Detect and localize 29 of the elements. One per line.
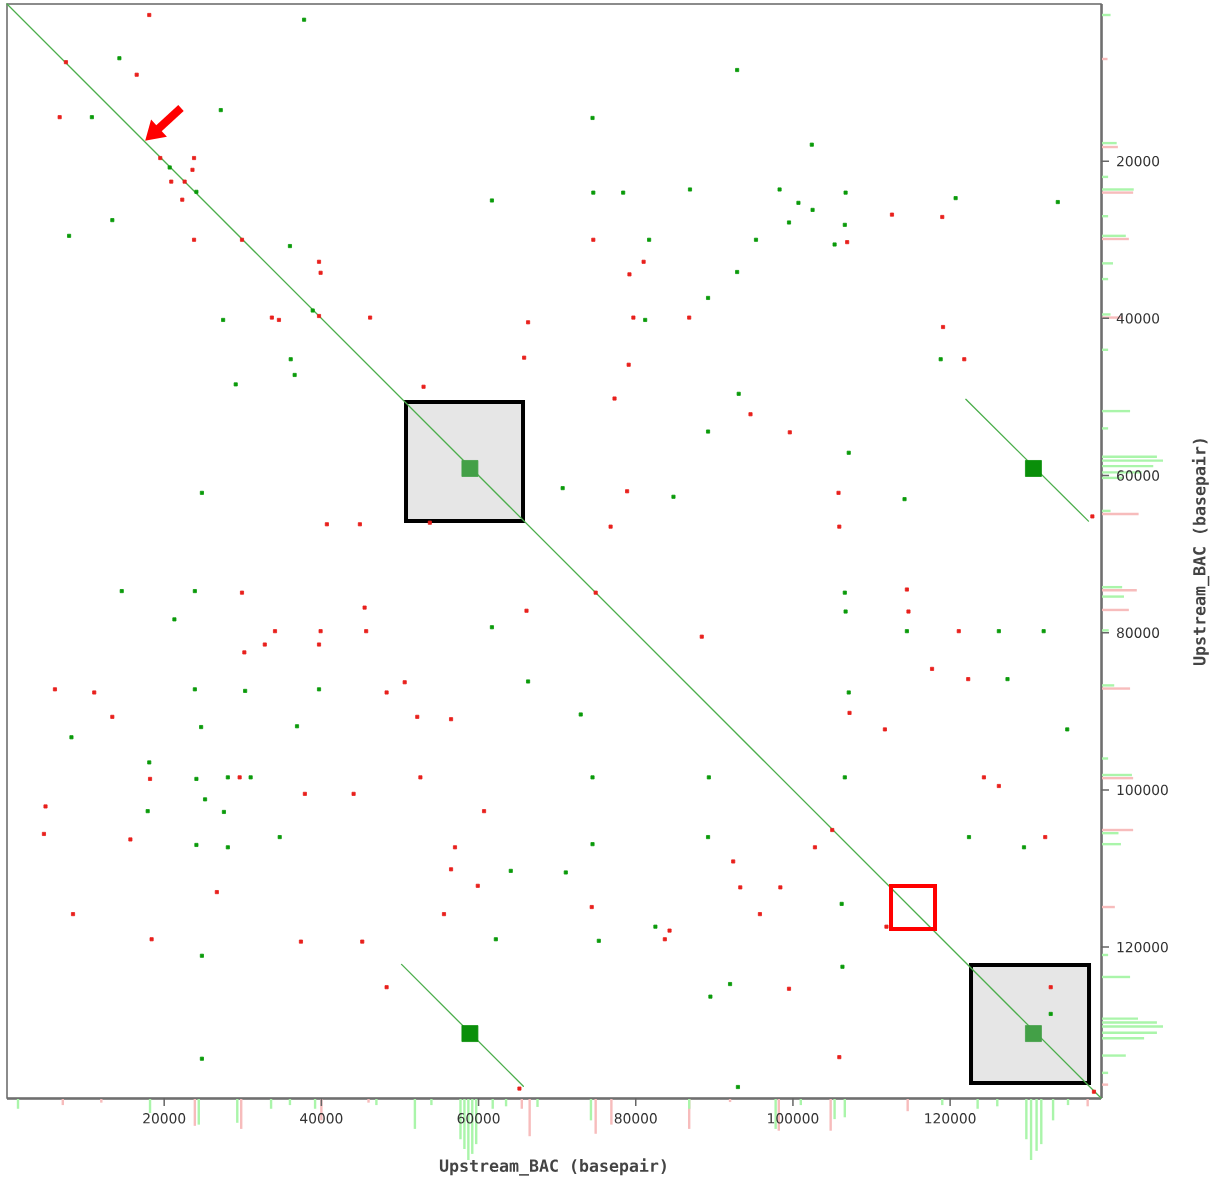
y-tick-label: 20000: [1117, 155, 1160, 167]
y-tick-label: 40000: [1116, 313, 1160, 324]
bar: [1102, 313, 1111, 316]
bar: [1102, 1054, 1126, 1057]
bar: [1102, 757, 1109, 760]
x-tick-label: 60000: [457, 1113, 500, 1124]
bar: [1102, 1025, 1164, 1028]
bar: [1102, 687, 1131, 690]
bar: [1102, 1083, 1109, 1086]
y-tick-label: 120000: [1117, 941, 1168, 953]
x-tick-label: 120000: [925, 1113, 976, 1124]
bar: [1102, 509, 1111, 513]
bar: [1102, 459, 1164, 462]
bar: [1102, 57, 1108, 61]
x-tick-label: 20000: [143, 1113, 186, 1124]
x-tick-label: 100000: [768, 1113, 819, 1124]
y-tick-label: 100000: [1117, 784, 1168, 796]
y-axis-title: Upstream_BAC (basepair): [1191, 439, 1210, 666]
bar: [1102, 427, 1109, 430]
bar: [1102, 262, 1113, 265]
y-tick-label: 80000: [1117, 627, 1160, 638]
bar: [1102, 595, 1124, 598]
y-tick-label: 60000: [1117, 470, 1160, 481]
bar: [1102, 13, 1111, 17]
bar: [1102, 684, 1115, 687]
x-axis-title: Upstream_BAC (basepair): [439, 1158, 666, 1176]
x-tick-label: 40000: [300, 1113, 343, 1124]
bar: [1102, 629, 1109, 632]
x-tick-label: 80000: [614, 1113, 657, 1124]
